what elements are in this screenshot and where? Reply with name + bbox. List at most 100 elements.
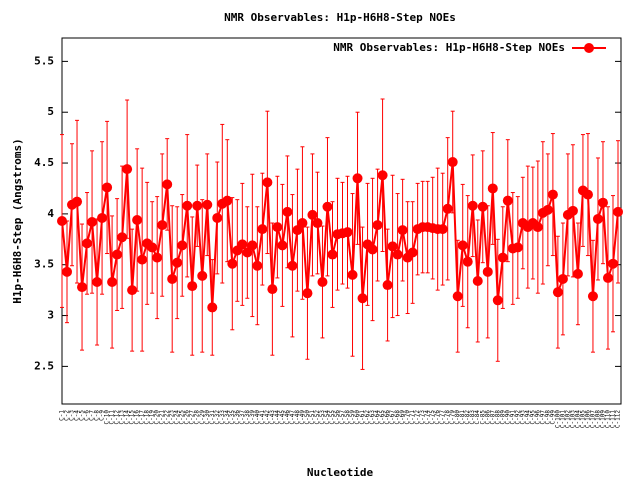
x-tick-label: C-7: [89, 410, 96, 421]
x-tick-label: C-32: [214, 410, 221, 425]
data-point: [182, 200, 193, 211]
data-point: [382, 280, 393, 291]
x-tick-label: C-17: [139, 410, 146, 425]
x-tick-label: C-25: [179, 410, 186, 425]
x-tick-label: C-50: [304, 410, 311, 425]
data-point: [147, 242, 158, 253]
data-point: [397, 225, 408, 236]
x-tick-label: C-110: [604, 410, 611, 428]
data-point: [462, 256, 473, 267]
data-point: [122, 164, 133, 175]
x-tick-label: C-12: [114, 410, 121, 425]
y-tick-label: 3: [47, 309, 54, 322]
data-point: [207, 302, 218, 313]
x-tick-label: C-81: [459, 410, 466, 425]
data-point: [457, 240, 468, 251]
x-tick-label: C-29: [199, 410, 206, 425]
data-point: [252, 260, 263, 271]
x-tick-label: C-30: [204, 410, 211, 425]
data-point: [292, 225, 303, 236]
x-tick-label: C-1: [59, 410, 66, 421]
data-point: [613, 206, 623, 217]
data-point: [222, 195, 233, 206]
x-tick-label: C-87: [489, 410, 496, 425]
data-point: [62, 266, 73, 277]
x-tick-label: C-47: [289, 410, 296, 425]
x-tick-label: C-38: [244, 410, 251, 425]
x-tick-label: C-53: [319, 410, 326, 425]
data-point: [187, 281, 198, 292]
data-point: [212, 212, 223, 223]
data-point: [297, 218, 308, 229]
data-point: [112, 249, 123, 260]
x-tick-label: C-85: [479, 410, 486, 425]
data-point: [602, 272, 613, 283]
data-point: [272, 222, 283, 233]
x-tick-label: C-84: [474, 410, 481, 425]
x-tick-label: C-33: [219, 410, 226, 425]
data-point: [77, 282, 88, 293]
x-tick-label: C-89: [499, 410, 506, 425]
data-point: [467, 200, 478, 211]
x-tick-label: C-40: [254, 410, 261, 425]
y-axis-title: H1p-H6H8-Step (Angstroms): [11, 138, 24, 304]
x-tick-label: C-27: [189, 410, 196, 425]
data-point: [512, 242, 523, 253]
data-point: [227, 258, 238, 269]
chart-title: NMR Observables: H1p-H6H8-Step NOEs: [224, 11, 456, 24]
x-tick-label: C-11: [109, 410, 116, 425]
x-tick-label: C-82: [464, 410, 471, 425]
x-tick-label: C-83: [469, 410, 476, 425]
x-tick-label: C-100: [554, 410, 561, 428]
data-point: [282, 206, 293, 217]
data-point: [342, 227, 353, 238]
data-point: [197, 270, 208, 281]
data-point: [97, 212, 108, 223]
x-tick-label: C-93: [519, 410, 526, 425]
y-tick-label: 3.5: [34, 258, 54, 271]
x-tick-label: C-9: [99, 410, 106, 421]
x-tick-label: C-48: [294, 410, 301, 425]
x-tick-label: C-56: [334, 410, 341, 425]
data-point: [557, 273, 568, 284]
x-tick-label: C-63: [369, 410, 376, 425]
x-tick-label: C-5: [79, 410, 86, 421]
data-point: [307, 209, 318, 220]
y-tick-label: 4: [47, 207, 54, 220]
x-tick-label: C-106: [584, 410, 591, 428]
data-point: [592, 213, 603, 224]
x-tick-label: C-105: [579, 410, 586, 428]
legend-marker: [584, 43, 594, 53]
data-point: [372, 220, 383, 231]
data-point: [127, 285, 138, 296]
data-point: [502, 195, 513, 206]
data-point: [532, 222, 543, 233]
x-tick-label: C-2: [64, 410, 71, 421]
x-tick-label: C-102: [564, 410, 571, 428]
data-point: [452, 291, 463, 302]
data-point: [352, 173, 363, 184]
x-tick-label: C-61: [359, 410, 366, 425]
x-tick-label: C-3: [69, 410, 76, 421]
x-tick-label: C-16: [134, 410, 141, 425]
x-tick-label: C-73: [419, 410, 426, 425]
x-tick-label: C-91: [509, 410, 516, 425]
y-tick-label: 2.5: [34, 359, 54, 372]
data-point: [202, 199, 213, 210]
data-point: [572, 268, 583, 279]
data-point: [477, 201, 488, 212]
x-tick-label: C-51: [309, 410, 316, 425]
x-tick-label: C-20: [154, 410, 161, 425]
x-tick-label: C-70: [404, 410, 411, 425]
data-point: [407, 247, 418, 258]
data-point: [472, 275, 483, 286]
data-point: [257, 224, 268, 235]
data-point: [497, 252, 508, 263]
data-point: [312, 218, 323, 229]
x-tick-label: C-10: [104, 410, 111, 425]
x-tick-label: C-62: [364, 410, 371, 425]
x-tick-label: C-57: [339, 410, 346, 425]
x-axis-title: Nucleotide: [307, 466, 374, 479]
x-tick-label: C-55: [329, 410, 336, 425]
x-tick-label: C-107: [589, 410, 596, 428]
